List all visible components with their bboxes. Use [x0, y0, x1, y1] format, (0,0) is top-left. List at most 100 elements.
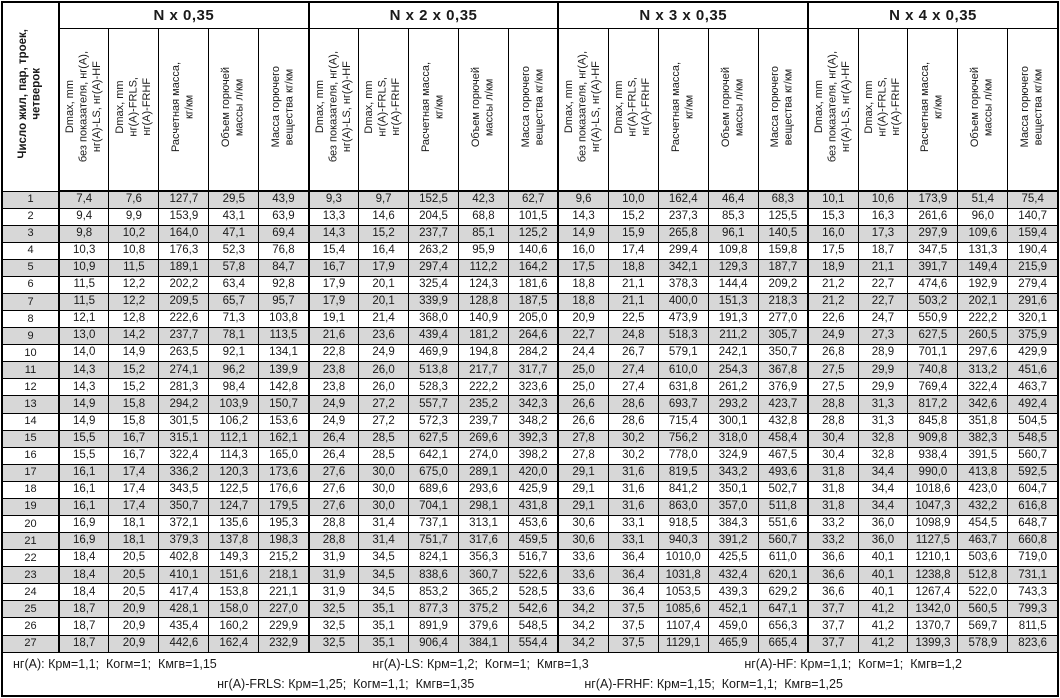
row-number: 27 [1, 634, 60, 654]
data-cell: 7,6 [108, 190, 160, 209]
data-cell: 31,4 [358, 514, 410, 534]
data-cell: 350,1 [707, 480, 759, 499]
data-cell: 740,8 [907, 361, 959, 380]
data-cell: 610,0 [657, 361, 709, 380]
data-cell: 324,9 [707, 446, 759, 465]
column-header-label: Объем горючей массы л/км [220, 66, 246, 147]
data-cell: 16,4 [358, 241, 410, 260]
data-cell: 631,8 [657, 378, 709, 397]
data-cell: 101,5 [507, 207, 559, 226]
data-cell: 24,4 [557, 344, 609, 363]
data-cell: 23,6 [358, 327, 410, 346]
row-number: 23 [1, 566, 60, 585]
data-cell: 348,2 [507, 412, 559, 431]
data-cell: 756,2 [657, 429, 709, 448]
data-cell: 142,8 [258, 378, 310, 397]
table-row: 20 16,9 18,1 372,1 135,6 195,3 28,8 31,4 737,1 31… [1, 514, 1059, 534]
data-cell: 572,3 [408, 412, 459, 431]
data-cell: 715,4 [657, 412, 709, 431]
data-cell: 31,9 [307, 566, 360, 585]
data-cell: 511,8 [757, 497, 809, 516]
data-cell: 140,5 [757, 224, 809, 243]
data-cell: 429,9 [1007, 344, 1059, 363]
data-cell: 29,9 [857, 378, 909, 397]
column-header: Dmax, mm без показателя, нг(А), нг(А)-LS… [58, 27, 110, 192]
group-title-nx2x035: N x 2 x 0,35 [307, 1, 559, 29]
data-cell: 122,5 [208, 480, 260, 499]
data-cell: 21,6 [307, 327, 360, 346]
data-cell: 32,5 [307, 617, 360, 636]
data-cell: 260,5 [957, 327, 1009, 346]
data-cell: 293,6 [458, 480, 509, 499]
data-cell: 30,2 [607, 446, 659, 465]
data-cell: 21,1 [607, 275, 659, 294]
data-cell: 18,7 [58, 634, 110, 654]
data-cell: 467,5 [757, 446, 809, 465]
data-cell: 305,7 [757, 327, 809, 346]
table-row: 11 14,3 15,2 274,1 96,2 139,9 23,8 26,0 513,8 217… [1, 361, 1059, 380]
data-cell: 18,8 [557, 275, 609, 294]
data-cell: 459,0 [707, 617, 759, 636]
data-cell: 1127,5 [907, 532, 959, 551]
data-cell: 28,9 [857, 344, 909, 363]
data-cell: 34,2 [557, 634, 609, 654]
data-cell: 176,3 [158, 241, 210, 260]
data-cell: 17,4 [108, 480, 160, 499]
data-cell: 27,8 [557, 446, 609, 465]
data-cell: 1238,8 [907, 566, 959, 585]
data-cell: 648,7 [1007, 514, 1059, 534]
row-number: 3 [1, 224, 60, 243]
data-cell: 432,4 [707, 566, 759, 585]
data-cell: 751,7 [408, 532, 459, 551]
data-cell: 31,4 [358, 532, 410, 551]
data-cell: 504,5 [1007, 412, 1059, 431]
data-cell: 14,3 [307, 224, 360, 243]
data-cell: 37,7 [807, 634, 859, 654]
data-cell: 27,2 [358, 412, 410, 431]
data-cell: 701,1 [907, 344, 959, 363]
data-cell: 297,6 [957, 344, 1009, 363]
data-cell: 343,2 [707, 463, 759, 482]
data-cell: 12,2 [108, 275, 160, 294]
data-cell: 239,7 [458, 412, 509, 431]
data-cell: 604,7 [1007, 480, 1059, 499]
data-cell: 14,9 [557, 224, 609, 243]
data-cell: 16,0 [807, 224, 859, 243]
data-cell: 41,2 [857, 634, 909, 654]
data-cell: 195,3 [258, 514, 310, 534]
data-cell: 375,9 [1007, 327, 1059, 346]
data-cell: 675,0 [408, 463, 459, 482]
data-cell: 222,2 [458, 378, 509, 397]
table-row: 18 16,1 17,4 343,5 122,5 176,6 27,6 30,0 689,6 29… [1, 480, 1059, 499]
data-cell: 21,2 [807, 292, 859, 312]
data-cell: 342,1 [657, 258, 709, 277]
column-header: Объем горючей массы л/км [957, 27, 1009, 192]
column-header: Dmax, mm нг(А)-FRLS, нг(А)-FRHF [358, 27, 410, 192]
data-cell: 351,8 [957, 412, 1009, 431]
data-cell: 211,2 [707, 327, 759, 346]
group-header-row: Число жил, пар, троек, четверок N x 0,35… [1, 1, 1059, 192]
data-cell: 69,4 [258, 224, 310, 243]
column-header: Масса горючего вещества кг/км [258, 27, 310, 192]
data-cell: 24,9 [307, 412, 360, 431]
data-cell: 548,5 [507, 617, 559, 636]
data-cell: 30,2 [607, 429, 659, 448]
data-cell: 85,1 [458, 224, 509, 243]
data-cell: 192,9 [957, 275, 1009, 294]
column-header: Расчетная масса, кг/км [907, 27, 959, 192]
data-cell: 14,2 [108, 327, 160, 346]
table-row: 4 10,3 10,8 176,3 52,3 76,8 15,4 16,4 263,2 95,9 1… [1, 241, 1059, 260]
column-header: Dmax, mm без показателя, нг(А), нг(А)-LS… [807, 27, 859, 192]
row-number: 24 [1, 583, 60, 602]
data-cell: 629,2 [757, 583, 809, 602]
data-cell: 342,3 [507, 395, 559, 414]
data-cell: 376,9 [757, 378, 809, 397]
data-cell: 124,3 [458, 275, 509, 294]
data-cell: 41,2 [857, 600, 909, 619]
column-header-label: Dmax, mm без показателя, нг(А), нг(А)-LS… [563, 51, 603, 163]
data-cell: 26,6 [557, 412, 609, 431]
data-cell: 261,2 [707, 378, 759, 397]
data-cell: 432,8 [757, 412, 809, 431]
data-cell: 151,3 [707, 292, 759, 312]
data-cell: 15,2 [108, 378, 160, 397]
